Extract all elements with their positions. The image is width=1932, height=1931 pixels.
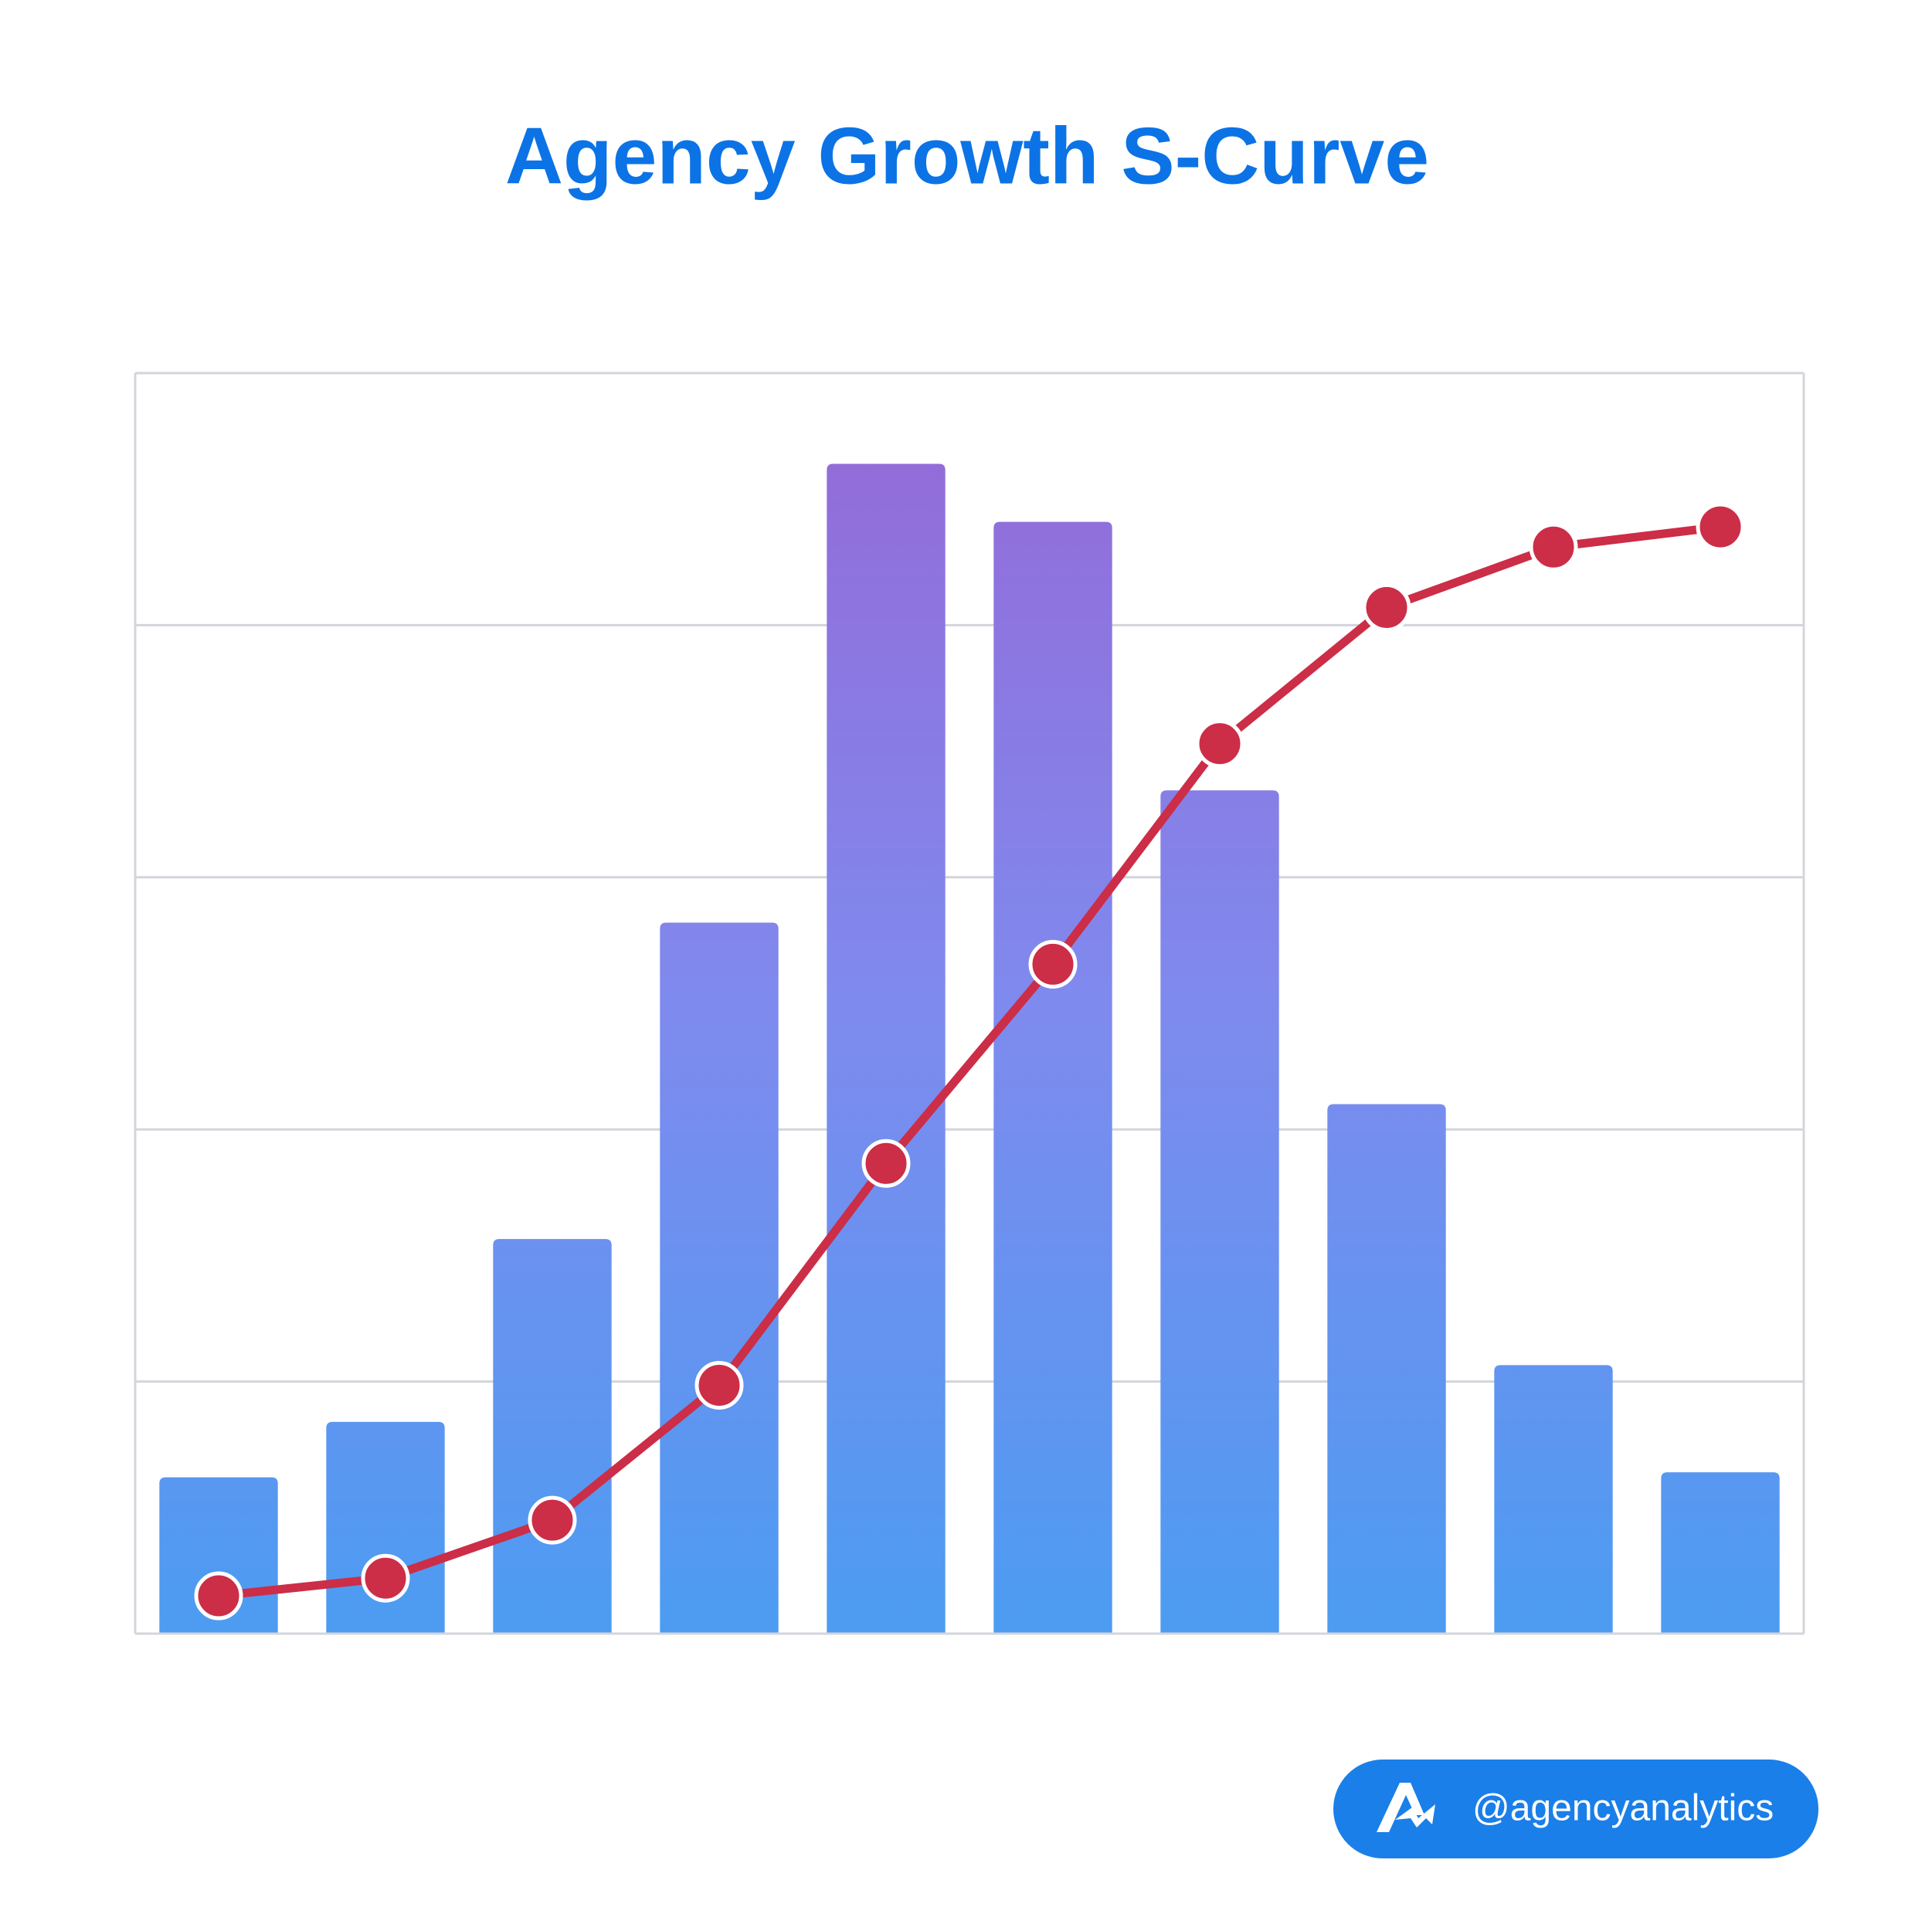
bar — [1494, 1365, 1613, 1634]
bar — [993, 521, 1112, 1634]
bar — [1661, 1472, 1780, 1634]
bar — [660, 922, 779, 1634]
line-point — [1696, 502, 1745, 551]
badge-text: @agencyanalytics — [1472, 1788, 1774, 1829]
line-point — [1362, 583, 1411, 633]
line-point — [1529, 522, 1578, 572]
plot-area — [134, 372, 1805, 1635]
line-point — [861, 1139, 911, 1188]
line-point — [694, 1360, 744, 1410]
bar — [1327, 1104, 1446, 1634]
bar — [493, 1239, 612, 1634]
chart-title: Agency Growth S-Curve — [505, 111, 1429, 201]
line-point — [1195, 719, 1244, 769]
line-point — [194, 1571, 243, 1620]
badge: @agencyanalytics — [1333, 1760, 1818, 1858]
line — [218, 522, 1721, 1600]
line-point — [528, 1495, 577, 1545]
bar — [827, 463, 946, 1634]
badge-pill — [1333, 1760, 1818, 1858]
line-point — [361, 1553, 410, 1603]
badge-logo — [1377, 1783, 1435, 1832]
bar — [1160, 790, 1279, 1634]
line-point — [1028, 939, 1078, 989]
